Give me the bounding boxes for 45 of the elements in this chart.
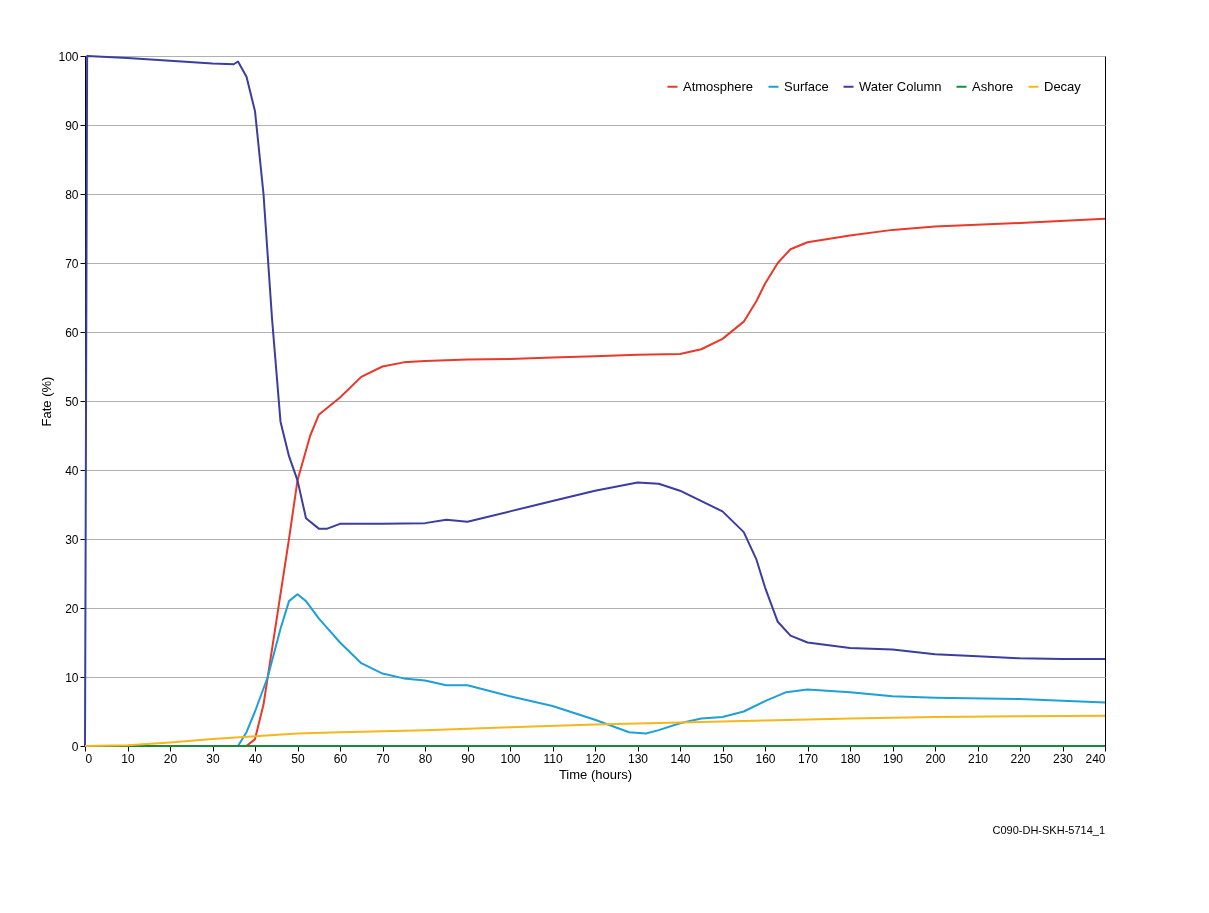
- x-tick-label: 210: [967, 751, 989, 766]
- legend-label: Surface: [784, 78, 829, 94]
- x-tick-label: 100: [500, 751, 521, 766]
- x-tick-label: 190: [882, 751, 904, 766]
- x-tick-label: 70: [376, 751, 390, 766]
- x-tick-label: 110: [543, 751, 563, 766]
- y-tick-label: 100: [58, 49, 79, 64]
- y-tick-label: 80: [65, 187, 79, 202]
- legend-label: Atmosphere: [683, 78, 754, 94]
- y-tick-label: 60: [65, 325, 79, 340]
- x-tick-label: 200: [925, 751, 946, 766]
- legend-label: Decay: [1044, 78, 1082, 94]
- y-tick-label: 50: [65, 394, 79, 409]
- y-tick-label: 90: [65, 118, 79, 133]
- x-tick-label: 150: [712, 751, 734, 766]
- x-tick-label: 230: [1052, 751, 1074, 766]
- x-tick-label: 220: [1010, 751, 1031, 766]
- y-tick-label: 30: [65, 532, 79, 547]
- x-tick-label: 0: [85, 751, 93, 766]
- x-tick-label: 20: [163, 751, 178, 766]
- y-tick-label: 70: [65, 256, 79, 271]
- x-tick-label: 240: [1085, 751, 1106, 766]
- x-tick-label: 170: [797, 751, 819, 766]
- x-axis-title: Time (hours): [558, 766, 633, 782]
- x-tick-label: 30: [206, 751, 220, 766]
- y-tick-label: 0: [71, 739, 79, 754]
- legend-label: Ashore: [972, 78, 1014, 94]
- y-tick-label: 20: [65, 601, 79, 616]
- x-tick-label: 120: [585, 751, 606, 766]
- x-tick-label: 10: [121, 751, 135, 766]
- y-tick-label: 40: [65, 463, 79, 478]
- x-tick-label: 180: [840, 751, 861, 766]
- line-series: [84, 714, 1106, 747]
- x-tick-label: 60: [333, 751, 348, 766]
- y-axis-title: Fate (%): [39, 376, 55, 427]
- x-tick-label: 160: [755, 751, 776, 766]
- x-tick-label: 90: [461, 751, 475, 766]
- text: C090-DH-SKH-5714_1: [992, 824, 1105, 836]
- x-tick-label: 140: [670, 751, 691, 766]
- x-tick-label: 130: [627, 751, 649, 766]
- x-tick-label: 50: [291, 751, 305, 766]
- legend-label: Water Column: [859, 78, 942, 94]
- y-tick-label: 10: [65, 670, 79, 685]
- x-tick-label: 40: [248, 751, 263, 766]
- x-tick-label: 80: [418, 751, 433, 766]
